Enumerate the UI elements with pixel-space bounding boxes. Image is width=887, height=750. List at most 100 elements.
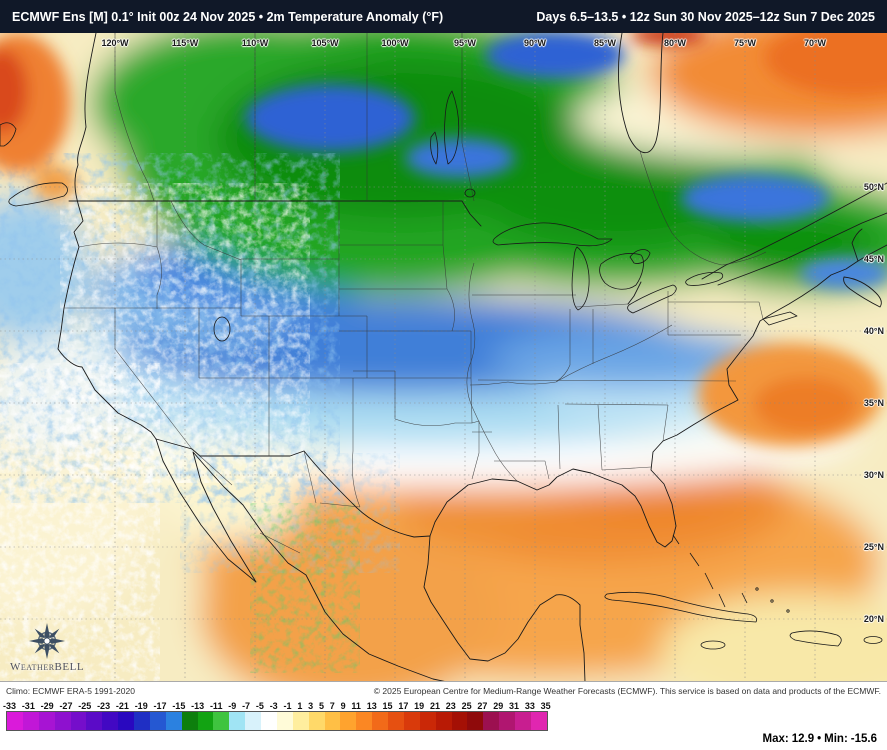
colorbar-cell [54,712,71,730]
lon-label: 115°W [171,38,199,48]
colorbar-tick-label: -21 [115,701,129,711]
colorbar-tick-label: 23 [445,701,456,711]
colorbar-cell [149,712,166,730]
colorbar-tick-label: 17 [398,701,409,711]
lat-label: 45°N [863,254,884,264]
map-title: ECMWF Ens [M] 0.1° Init 00z 24 Nov 2025 … [12,10,443,24]
colorbar-cell [515,712,531,730]
max-min-readout: Max: 12.9 • Min: -15.6 [760,733,877,745]
colorbar-tick-label: 29 [493,701,504,711]
lon-label: 90°W [523,38,547,48]
colorbar-tick-label: -31 [21,701,35,711]
max-value: 12.9 [791,733,815,745]
colorbar-cell [499,712,515,730]
lon-label: 100°W [381,38,409,48]
colorbar-cell [467,712,484,730]
colorbar-cell [276,712,293,730]
colorbar-cell [292,712,309,730]
colorbar-cell [245,712,261,730]
colorbar-tick-label: -3 [269,701,278,711]
colorbar-tick-label: -5 [255,701,264,711]
colorbar-cell [324,712,341,730]
colorbar-cell [372,712,388,730]
lat-label: 25°N [863,542,884,552]
colorbar-tick-label: 11 [351,701,361,711]
lakes [213,90,724,342]
colorbar-tick-label: 1 [297,701,303,711]
init-and-parameter: Init 00z 24 Nov 2025 • 2m Temperature An… [137,9,444,24]
lon-label: 80°W [663,38,687,48]
colorbar-tick-label: -23 [97,701,111,711]
min-value: -15.6 [850,733,877,745]
colorbar-cell [7,712,23,730]
colorbar-tick-label: -15 [172,701,186,711]
lat-label: 30°N [863,470,884,480]
colorbar-tick-label: -7 [242,701,251,711]
colorbar-tick-label: -33 [3,701,17,711]
maxmin-separator: • [817,733,822,745]
colorbar [6,711,548,731]
colorbar-tick-label: -19 [134,701,148,711]
colorbar-tick-label: -17 [153,701,167,711]
colorbar-tick-label: 35 [540,701,551,711]
colorbar-cell [261,712,277,730]
lon-label: 75°W [733,38,757,48]
colorbar-cell [38,712,55,730]
weatherbell-compass-icon [28,622,66,660]
colorbar-cell [530,712,547,730]
colorbar-cell [118,712,134,730]
speckle-texture [0,153,400,681]
colorbar-tick-label: 7 [329,701,335,711]
colorbar-cell [229,712,246,730]
climo-note: Climo: ECMWF ERA-5 1991-2020 [6,686,135,696]
lon-label: 105°W [311,38,339,48]
lat-label: 40°N [863,326,884,336]
colorbar-tick-label: 3 [308,701,314,711]
colorbar-tick-label: -27 [59,701,73,711]
lon-label: 95°W [453,38,477,48]
min-label: Min: [824,733,848,745]
lat-label: 20°N [863,614,884,624]
colorbar-tick-label: 31 [509,701,520,711]
colorbar-cell [197,712,214,730]
map-area: 120°W 115°W 110°W 105°W 100°W 95°W 90°W … [0,33,887,682]
colorbar-tick-label: -25 [78,701,92,711]
valid-range: Days 6.5–13.5 • 12z Sun 30 Nov 2025–12z … [536,9,875,24]
colorbar-cell [165,712,182,730]
colorbar-tick-label: 13 [366,701,377,711]
colorbar-cell [22,712,39,730]
islands [0,122,883,650]
colorbar-cell [340,712,357,730]
colorbar-cell [86,712,103,730]
colorbar-cell [451,712,468,730]
colorbar-tick-label: 33 [524,701,535,711]
colorbar-tick-label: -9 [228,701,237,711]
colorbar-tick-label: -13 [191,701,205,711]
colorbar-tick-label: 27 [477,701,488,711]
colorbar-tick-label: -29 [40,701,54,711]
colorbar-tick-label: 5 [318,701,324,711]
colorbar-tick-label: 25 [461,701,472,711]
weatherbell-logo-text: WeatherBELL [10,661,85,673]
colorbar-cell [70,712,87,730]
colorbar-cell [308,712,325,730]
colorbar-cell [134,712,150,730]
lon-label: 120°W [101,38,129,48]
colorbar-cell [181,712,198,730]
colorbar-cell [213,712,230,730]
lon-label: 110°W [241,38,269,48]
lon-label: 70°W [803,38,827,48]
colorbar-tick-label: 21 [429,701,440,711]
state-borders [64,33,767,554]
colorbar-tick-label: -11 [209,701,223,711]
colorbar-cell [419,712,436,730]
model-name: ECMWF Ens [M] 0.1° [12,9,134,24]
colorbar-tick-label: 9 [340,701,346,711]
attribution-row: Climo: ECMWF ERA-5 1991-2020 © 2025 Euro… [6,684,881,698]
colorbar-tick-label: 15 [382,701,393,711]
lon-label: 85°W [593,38,617,48]
colorbar-labels: -33 -31 -29 -27 -25 -23 -21 -19 -17 -15 -13 -11 -9 -7… [3,698,551,711]
anomaly-map-svg [0,33,887,681]
lat-label: 35°N [863,398,884,408]
colorbar-cell [483,712,500,730]
